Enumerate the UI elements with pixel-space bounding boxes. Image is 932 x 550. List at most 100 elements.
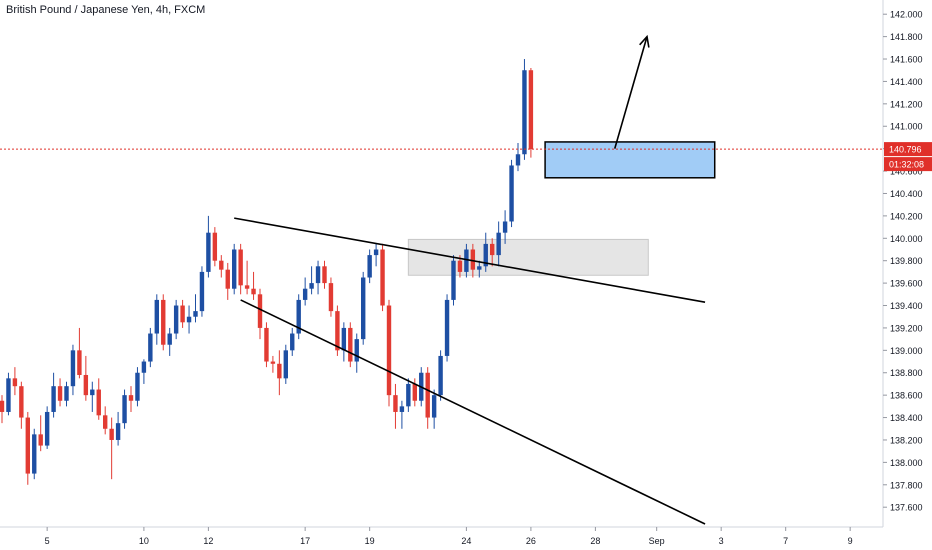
price-tick-label: 141.400 xyxy=(890,77,923,87)
candle-body xyxy=(470,249,476,270)
candle-body xyxy=(64,386,69,401)
candle-body xyxy=(38,434,43,446)
candle-body xyxy=(173,305,179,334)
upper-trendline xyxy=(234,217,706,303)
candle-body xyxy=(315,266,321,284)
candle-body xyxy=(277,363,282,379)
candle-body xyxy=(444,299,450,356)
price-tick-label: 139.600 xyxy=(890,279,923,289)
candle-body xyxy=(328,283,334,312)
price-tick-label: 141.000 xyxy=(890,122,923,132)
zones xyxy=(407,141,716,276)
symbol-title: British Pound / Japanese Yen, 4h, FXCM xyxy=(6,4,206,16)
candle-body xyxy=(167,333,172,345)
time-tick-label: 26 xyxy=(526,536,536,546)
candle-body xyxy=(354,339,359,362)
time-tick-label: 5 xyxy=(45,536,50,546)
candle-body xyxy=(464,249,469,272)
candle-body xyxy=(322,266,327,284)
candle-body xyxy=(83,374,89,396)
candle-body xyxy=(212,232,218,261)
candle-body xyxy=(367,255,372,278)
price-tag-label: 140.796 xyxy=(889,145,922,155)
candle-body xyxy=(57,386,63,401)
candle-body xyxy=(386,305,392,396)
price-tick-label: 139.200 xyxy=(890,323,923,333)
price-tick-label: 138.000 xyxy=(890,458,923,468)
candle-body xyxy=(115,423,121,440)
candle-body xyxy=(103,415,108,429)
candle-body xyxy=(77,350,82,375)
candle-body xyxy=(6,378,11,412)
candle-body xyxy=(309,283,314,289)
candle-body xyxy=(25,417,30,474)
time-tick-label: 17 xyxy=(300,536,310,546)
candle-body xyxy=(431,395,437,418)
price-tick-label: 138.400 xyxy=(890,413,923,423)
candle-body xyxy=(32,434,37,474)
price-tick-label: 139.000 xyxy=(890,346,923,356)
candle-body xyxy=(219,260,224,270)
candle-body xyxy=(135,372,140,401)
candle-body xyxy=(96,389,101,416)
time-tick-label: 24 xyxy=(461,536,471,546)
candle-body xyxy=(502,221,508,233)
candle-body xyxy=(238,249,243,286)
candle-body xyxy=(509,165,514,222)
trendlines xyxy=(0,34,883,525)
candle-body xyxy=(438,355,443,396)
candle-body xyxy=(44,411,50,446)
candle-body xyxy=(122,395,127,424)
candle-body xyxy=(141,361,147,373)
resistance-turned-support xyxy=(407,238,649,276)
candle-body xyxy=(348,327,353,362)
candle-body xyxy=(283,350,288,379)
candle-body xyxy=(51,386,56,412)
price-tick-label: 142.000 xyxy=(890,10,923,20)
price-tick-label: 140.400 xyxy=(890,189,923,199)
time-tick-label: 7 xyxy=(783,536,788,546)
candle-body xyxy=(270,361,276,364)
candle-body xyxy=(186,316,192,323)
candle-body xyxy=(522,70,527,155)
time-tick-label: 12 xyxy=(203,536,213,546)
candle-body xyxy=(193,311,198,317)
candle-body xyxy=(180,305,185,323)
price-tick-label: 138.800 xyxy=(890,368,923,378)
candle-body xyxy=(341,327,347,351)
price-tick-label: 138.200 xyxy=(890,435,923,445)
candle-body xyxy=(225,269,230,289)
candle-body xyxy=(528,70,534,150)
candle-body xyxy=(251,288,256,295)
price-tick-label: 141.200 xyxy=(890,99,923,109)
projection-arrow xyxy=(613,36,648,149)
price-tick-label: 137.800 xyxy=(890,480,923,490)
candle-body xyxy=(335,311,340,351)
price-tick-label: 141.600 xyxy=(890,55,923,65)
candle-body xyxy=(412,383,417,401)
candle-body xyxy=(406,383,411,407)
candle-body xyxy=(109,428,114,440)
price-tick-label: 138.600 xyxy=(890,391,923,401)
candle-body xyxy=(477,266,482,270)
candle-body xyxy=(457,260,463,272)
candle-body xyxy=(380,249,385,306)
price-tick-label: 140.600 xyxy=(890,167,923,177)
time-tick-label: 28 xyxy=(590,536,600,546)
candle-body xyxy=(296,299,301,334)
candle-body xyxy=(161,299,166,345)
candle-body xyxy=(232,249,237,289)
candle-body xyxy=(515,154,521,166)
candle-body xyxy=(490,243,495,256)
candle-body xyxy=(302,288,308,300)
candle-body xyxy=(483,243,488,267)
candle-body xyxy=(0,400,5,412)
candle-body xyxy=(128,395,134,401)
countdown-tag xyxy=(884,157,932,172)
candle-body xyxy=(19,386,24,418)
candle-body xyxy=(496,232,501,256)
projection-arrowhead xyxy=(639,34,650,48)
time-tick-label: Sep xyxy=(649,536,665,546)
